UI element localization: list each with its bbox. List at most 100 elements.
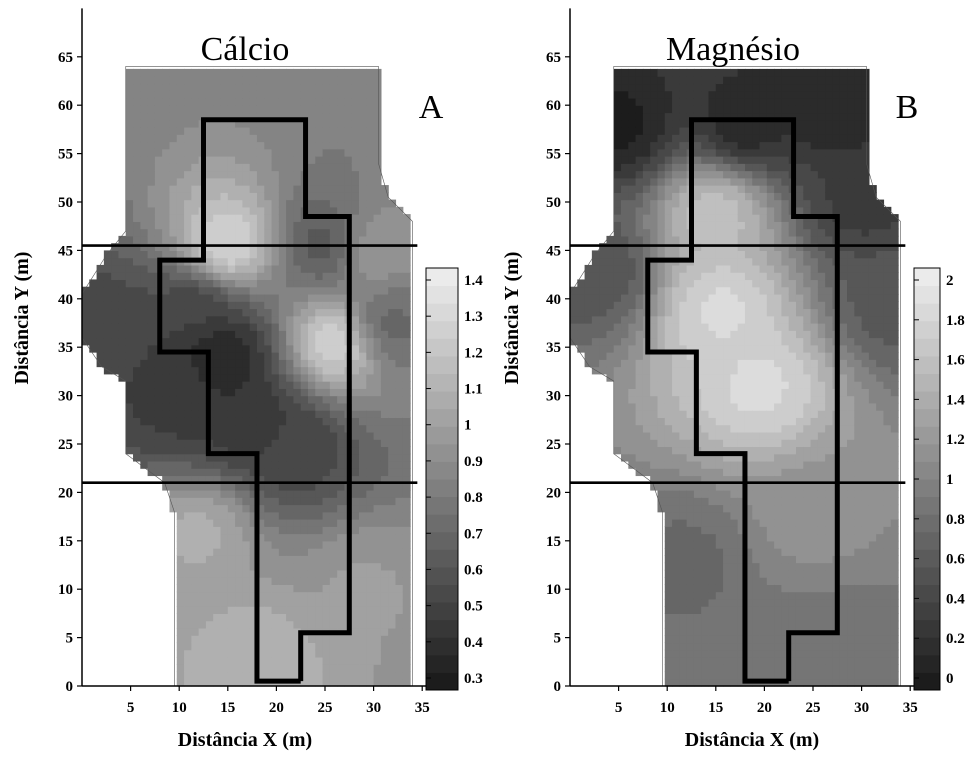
field-cell	[402, 649, 411, 658]
field-cell	[235, 185, 243, 193]
field-cell	[256, 548, 265, 556]
field-cell	[249, 221, 258, 230]
field-cell	[591, 301, 600, 310]
field-cell	[686, 548, 695, 556]
field-cell	[307, 649, 316, 658]
field-cell	[693, 177, 702, 186]
field-cell	[759, 475, 768, 484]
field-cell	[701, 119, 710, 128]
field-cell	[693, 489, 702, 498]
field-cell	[235, 642, 243, 651]
field-cell	[322, 540, 331, 549]
field-cell	[752, 279, 761, 288]
field-cell	[184, 76, 192, 85]
field-cell	[235, 606, 243, 614]
field-cell	[686, 264, 695, 273]
field-cell	[191, 199, 200, 208]
field-cell	[664, 511, 673, 520]
field-cell	[235, 504, 243, 513]
field-cell	[621, 431, 629, 440]
field-cell	[686, 388, 695, 397]
field-cell	[227, 468, 236, 477]
field-cell	[672, 410, 680, 418]
field-cell	[395, 373, 404, 382]
field-cell	[176, 627, 185, 636]
field-cell	[133, 446, 141, 455]
field-cell	[322, 105, 331, 114]
field-cell	[329, 156, 338, 164]
field-cell	[708, 76, 717, 85]
field-cell	[693, 279, 702, 288]
field-cell	[606, 257, 615, 266]
field-cell	[380, 613, 389, 622]
field-cell	[235, 424, 243, 433]
field-cell	[715, 417, 724, 426]
field-cell	[395, 366, 404, 375]
field-cell	[213, 439, 222, 448]
field-cell	[235, 192, 243, 201]
field-cell	[686, 540, 695, 549]
field-cell	[723, 431, 731, 440]
field-cell	[191, 323, 200, 331]
field-cell	[708, 170, 717, 179]
field-cell	[613, 112, 622, 121]
field-cell	[271, 504, 280, 513]
field-cell	[198, 620, 207, 629]
field-cell	[264, 97, 273, 106]
field-cell	[205, 279, 214, 288]
field-cell	[220, 221, 229, 230]
field-cell	[744, 366, 753, 375]
field-cell	[249, 185, 258, 193]
field-cell	[118, 337, 127, 346]
field-cell	[198, 359, 207, 368]
field-cell	[184, 569, 192, 578]
field-cell	[227, 323, 236, 331]
field-cell	[278, 315, 287, 324]
field-cell	[759, 373, 768, 382]
field-cell	[766, 627, 775, 636]
field-cell	[693, 584, 702, 593]
field-cell	[227, 460, 236, 469]
field-cell	[184, 642, 192, 651]
field-cell	[154, 112, 163, 121]
field-cell	[366, 156, 375, 164]
field-cell	[191, 548, 200, 556]
field-cell	[169, 395, 178, 404]
field-cell	[679, 526, 688, 535]
field-cell	[184, 664, 192, 673]
field-cell	[744, 214, 753, 222]
field-cell	[388, 395, 397, 404]
field-cell	[730, 90, 739, 99]
y-tick-label: 65	[58, 50, 73, 66]
field-cell	[366, 475, 375, 484]
field-cell	[737, 214, 746, 222]
field-cell	[322, 424, 331, 433]
field-cell	[759, 424, 768, 433]
field-cell	[220, 337, 229, 346]
field-cell	[351, 293, 360, 302]
colorbar-segment	[426, 549, 458, 568]
field-cell	[766, 475, 775, 484]
field-cell	[628, 366, 637, 375]
field-cell	[344, 105, 353, 114]
field-cell	[628, 177, 637, 186]
field-cell	[766, 489, 775, 498]
field-cell	[766, 620, 775, 629]
field-cell	[686, 272, 695, 281]
field-cell	[351, 83, 360, 92]
field-cell	[300, 468, 309, 477]
field-cell	[329, 206, 338, 215]
field-cell	[664, 475, 673, 484]
field-cell	[613, 388, 622, 397]
field-cell	[293, 272, 302, 281]
field-cell	[205, 148, 214, 157]
field-cell	[664, 453, 673, 462]
field-cell	[686, 577, 695, 585]
field-cell	[599, 359, 608, 368]
field-cell	[373, 475, 382, 484]
field-cell	[373, 555, 382, 564]
field-cell	[242, 460, 251, 469]
field-cell	[366, 293, 375, 302]
field-cell	[723, 105, 731, 114]
field-cell	[205, 97, 214, 106]
